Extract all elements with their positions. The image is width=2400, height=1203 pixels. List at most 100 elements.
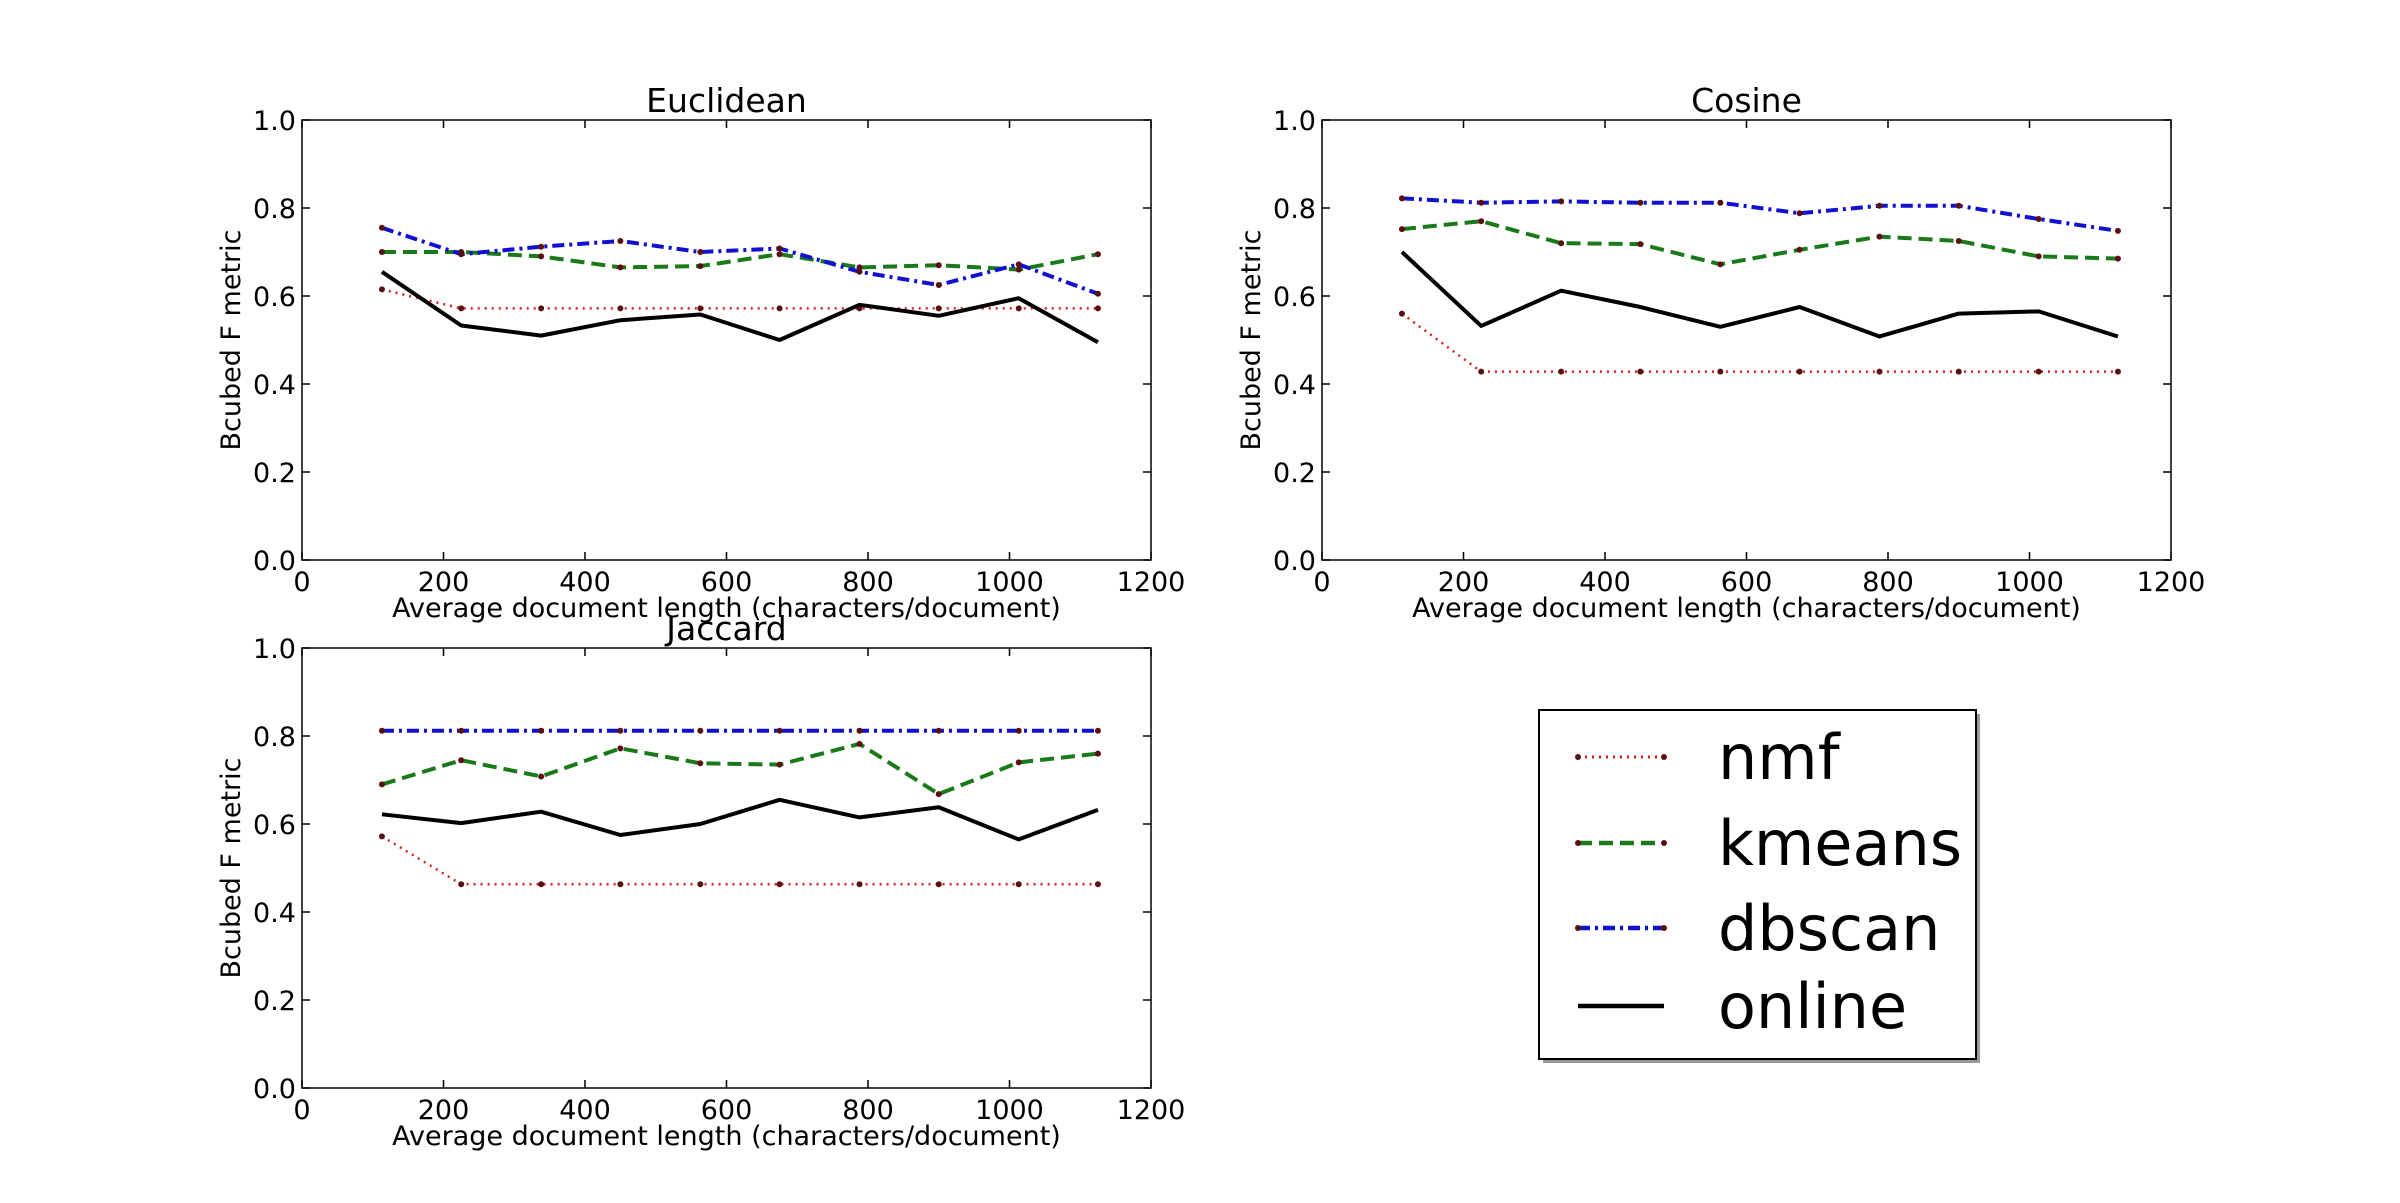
series-dbscan-point: [856, 727, 863, 734]
subplot-title: Euclidean: [646, 81, 807, 120]
series-nmf-point: [776, 881, 783, 888]
y-tick-label: 0.6: [1273, 282, 1316, 313]
series-nmf-point: [378, 833, 385, 840]
y-tick-label: 0.0: [253, 1074, 296, 1105]
series-online-line: [1400, 250, 2119, 339]
legend-item-nmf: nmf: [1575, 721, 1842, 794]
series-kmeans-point: [1955, 238, 1962, 244]
series-nmf-point: [1094, 881, 1101, 888]
series-nmf-point: [538, 305, 545, 312]
series-kmeans-point: [697, 263, 704, 270]
x-tick-label: 800: [842, 567, 894, 598]
x-axis-label: Average document length (characters/docu…: [392, 1121, 1061, 1152]
y-tick-label: 0.6: [253, 282, 296, 313]
x-tick-label: 600: [701, 567, 753, 598]
x-tick-label: 600: [701, 1095, 753, 1126]
series-kmeans-point: [2114, 255, 2121, 262]
series-kmeans-point: [935, 262, 942, 269]
x-tick-label: 400: [1579, 567, 1631, 598]
series-nmf-point: [776, 305, 783, 312]
y-axis-label: Bcubed F metric: [216, 757, 247, 978]
x-tick-label: 1200: [1117, 567, 1186, 598]
subplot-euclidean: Euclidean 0 200 400 600 800 1000 1200 0.0 0.2 0.4 0…: [216, 81, 1185, 624]
x-tick-label: 1200: [1117, 1095, 1186, 1126]
plot-frame: [301, 119, 1152, 561]
x-tick-label: 400: [559, 567, 611, 598]
series-nmf-point: [935, 881, 942, 888]
series-nmf-point: [378, 286, 385, 293]
series-dbscan-point: [458, 727, 465, 734]
series-kmeans-point: [458, 757, 465, 764]
series-dbscan-point: [1015, 727, 1022, 734]
series-nmf-point: [1955, 368, 1962, 375]
series-kmeans-point: [1558, 240, 1565, 247]
x-tick-label: 1000: [1995, 567, 2064, 598]
series-dbscan-point: [1094, 727, 1101, 734]
subplot-title: Cosine: [1691, 81, 1802, 120]
x-tick-label: 1200: [2137, 567, 2206, 598]
series-kmeans-point: [935, 791, 942, 798]
plot-frame: [1321, 119, 2172, 561]
legend-item-kmeans: kmeans: [1575, 807, 1962, 880]
series-kmeans-line: [381, 741, 1099, 797]
y-tick-label: 1.0: [1273, 106, 1316, 137]
series-kmeans-line: [1401, 219, 2118, 267]
y-tick-label: 0.4: [253, 898, 296, 929]
series-dbscan-point: [617, 238, 624, 244]
series-kmeans-point: [1796, 246, 1803, 253]
series-kmeans-point: [776, 251, 783, 258]
series-nmf-point: [1015, 881, 1022, 888]
series-nmf-point: [856, 881, 863, 888]
series-dbscan-point: [776, 245, 783, 252]
series-dbscan-line: [1401, 196, 2119, 233]
series-kmeans-point: [1398, 226, 1405, 233]
y-tick-label: 0.0: [253, 546, 296, 577]
series-kmeans-point: [1015, 266, 1022, 273]
x-axis-label: Average document length (characters/docu…: [1412, 593, 2081, 624]
x-tick-label: 1000: [975, 567, 1044, 598]
series-nmf-point: [617, 305, 624, 312]
series-dbscan-point: [1955, 202, 1962, 209]
y-tick-label: 0.2: [253, 986, 296, 1017]
series-dbscan-point: [378, 224, 385, 231]
series-nmf-point: [458, 881, 465, 888]
series-dbscan-point: [1478, 199, 1485, 206]
series-dbscan-point: [935, 282, 942, 288]
legend-item-online: online: [1578, 970, 1907, 1043]
x-tick-label: 800: [1862, 567, 1914, 598]
series-kmeans-point: [2035, 253, 2042, 260]
y-tick-label: 0.8: [253, 722, 296, 753]
subplot-jaccard: Jaccard 0 200 400 600 800 1000 1200 0.0 0.2 0.4 0.6…: [216, 609, 1185, 1152]
series-nmf-point: [2114, 368, 2121, 375]
series-dbscan-point: [697, 727, 704, 734]
series-nmf-point: [1876, 368, 1883, 375]
x-tick-label: 600: [1721, 567, 1773, 598]
series-kmeans-line: [381, 250, 1099, 272]
x-tick-label: 0: [1313, 567, 1330, 598]
x-tick-label: 200: [1438, 567, 1490, 598]
y-tick-label: 0.0: [1273, 546, 1316, 577]
series-dbscan-point: [2035, 216, 2042, 222]
x-tick-label: 0: [293, 1095, 310, 1126]
series-online-line: [381, 797, 1099, 842]
series-nmf-point: [1094, 305, 1101, 312]
subplot-title: Jaccard: [664, 609, 786, 648]
x-tick-label: 0: [293, 567, 310, 598]
series-dbscan-point: [378, 727, 385, 734]
y-tick-label: 0.2: [1273, 458, 1316, 489]
plot-frame: [301, 647, 1152, 1089]
series-kmeans-point: [697, 760, 704, 767]
legend-item-dbscan: dbscan: [1575, 892, 1940, 965]
series-dbscan-point: [1637, 199, 1644, 206]
series-nmf-point: [538, 881, 545, 888]
series-dbscan-point: [1876, 202, 1883, 209]
y-tick-label: 0.8: [1273, 194, 1316, 225]
y-tick-label: 0.4: [1273, 370, 1316, 401]
series-nmf-line: [1401, 312, 2118, 373]
series-dbscan-point: [458, 251, 465, 258]
y-tick-label: 1.0: [253, 106, 296, 137]
series-online-line: [380, 270, 1099, 344]
series-dbscan-point: [776, 727, 783, 734]
series-kmeans-point: [538, 773, 545, 780]
